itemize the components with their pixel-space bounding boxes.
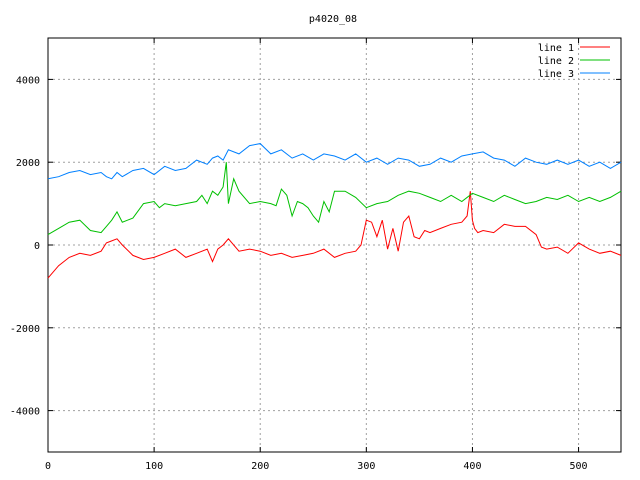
x-tick-label: 400: [463, 461, 481, 472]
series-group: [47, 143, 622, 279]
legend-label: line 2: [538, 56, 574, 67]
x-tick-label: 200: [251, 461, 269, 472]
x-tick-label: 500: [570, 461, 588, 472]
grid: [48, 38, 621, 452]
y-tick-label: 2000: [16, 158, 40, 169]
x-tick-label: 0: [45, 461, 51, 472]
series-line-1: [47, 191, 622, 279]
x-tick-label: 300: [357, 461, 375, 472]
y-tick-label: 4000: [16, 75, 40, 86]
y-tick-label: -4000: [10, 407, 40, 418]
series-line-2: [47, 162, 622, 236]
legend: line 1 line 2 line 3: [538, 43, 610, 80]
axes: 0 100 200 300 400 500 -4000 -2000 0 2000 4000: [10, 37, 622, 472]
series-line-3: [47, 143, 622, 180]
y-tick-label: -2000: [10, 324, 40, 335]
legend-label: line 3: [538, 69, 574, 80]
x-tick-label: 100: [145, 461, 163, 472]
chart-title: p4020_08: [309, 14, 357, 25]
legend-label: line 1: [538, 43, 574, 54]
y-tick-label: 0: [34, 241, 40, 252]
